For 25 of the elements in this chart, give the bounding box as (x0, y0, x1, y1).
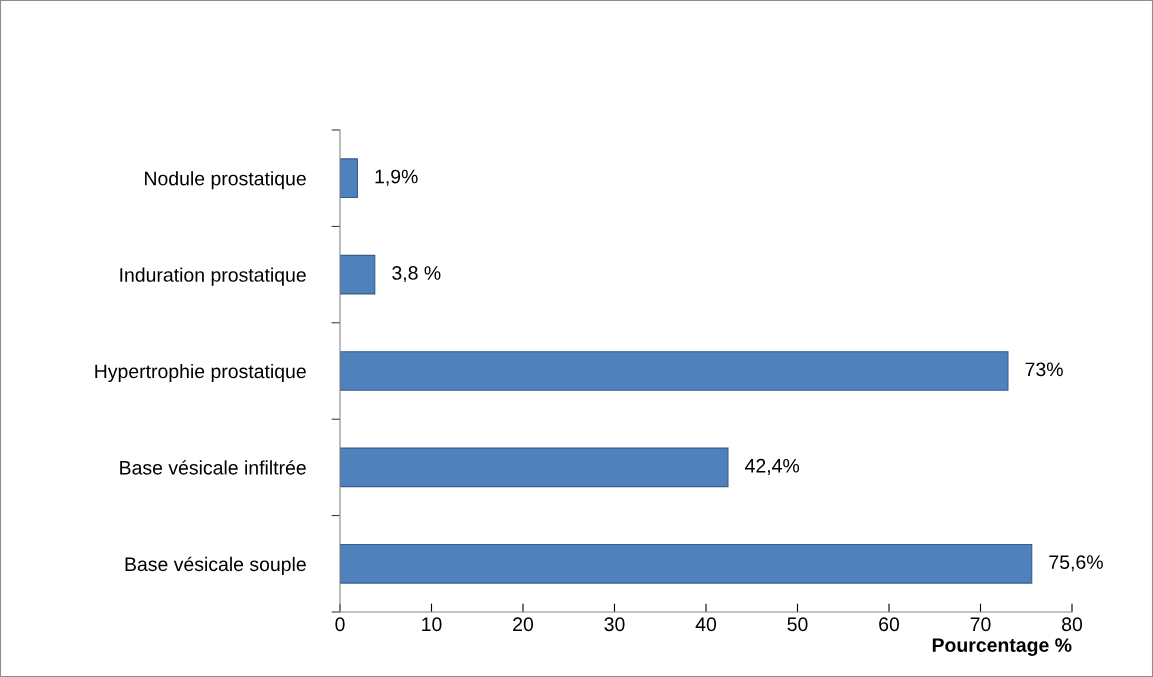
bar (340, 351, 1009, 391)
bar (340, 254, 376, 295)
bar (340, 447, 729, 488)
x-tick-label: 20 (513, 617, 534, 632)
data-label: 75,6% (1049, 555, 1103, 572)
y-tick-label: Induration prostatique (120, 267, 306, 286)
x-axis-title: Pourcentage % (932, 638, 1072, 656)
y-tick-label: Nodule prostatique (145, 171, 306, 190)
x-tick-label: 10 (422, 617, 442, 632)
data-label: 42,4% (745, 458, 800, 475)
data-label: 3,8 % (392, 266, 441, 283)
data-label: 73% (1025, 362, 1063, 377)
y-tick-label: Base vésicale infiltrée (120, 460, 306, 475)
y-tick-label: Base vésicale souple (125, 556, 306, 575)
x-tick-label: 80 (1062, 617, 1083, 632)
data-label: 1,9% (375, 169, 418, 186)
bar (340, 158, 358, 199)
x-tick-label: 50 (787, 617, 808, 632)
x-tick-label: 40 (695, 617, 717, 632)
x-tick-label: 60 (879, 617, 900, 632)
x-tick-label: 30 (604, 617, 625, 632)
bar (340, 543, 1033, 584)
x-tick-label: 70 (970, 617, 991, 632)
x-tick-label: 0 (335, 617, 345, 632)
y-tick-label: Hypertrophie prostatique (95, 363, 306, 383)
